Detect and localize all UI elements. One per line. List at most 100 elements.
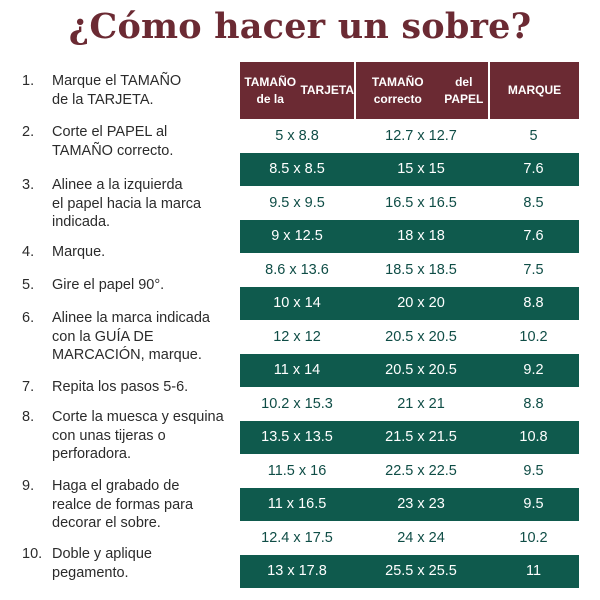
table-row: 8.6 x 13.6 18.5 x 18.5 7.5 — [240, 253, 579, 287]
step-text-line: Alinee la marca indicada — [52, 310, 210, 326]
step-text: Repita los pasos 5-6. — [52, 378, 227, 397]
cell-card-size: 5 x 8.8 — [275, 127, 319, 144]
cell-paper-size: 25.5 x 25.5 — [385, 563, 457, 580]
cell-paper-size: 21.5 x 21.5 — [385, 429, 457, 446]
cell-card-size: 12 x 12 — [273, 328, 321, 345]
cell-mark: 9.5 — [523, 462, 544, 479]
cell-mark: 8.5 — [523, 194, 544, 211]
step-text-line: Gire el papel 90°. — [52, 277, 165, 293]
table-row: 12.4 x 17.5 24 x 24 10.2 — [240, 521, 579, 555]
table-row: 11 x 14 20.5 x 20.5 9.2 — [240, 353, 579, 387]
header-line: TAMAÑO de la — [244, 74, 297, 106]
cell-card-size: 9.5 x 9.5 — [269, 194, 325, 211]
step-number: 4. — [22, 244, 35, 260]
cell-card-size: 13 x 17.8 — [267, 563, 327, 580]
step-text-line: Doble y aplique — [52, 546, 152, 562]
cell-mark: 8.8 — [523, 295, 544, 312]
header-card-size: TAMAÑO de la TARJETA — [240, 62, 354, 119]
cell-paper-size: 16.5 x 16.5 — [385, 194, 457, 211]
cell-card-size: 10.2 x 15.3 — [261, 395, 333, 412]
cell-card-size: 11 x 16.5 — [267, 496, 327, 513]
step-text-line: Corte el PAPEL al — [52, 124, 168, 140]
cell-paper-size: 20.5 x 20.5 — [385, 362, 457, 379]
step-text-line: con unas tijeras o — [52, 427, 166, 444]
table-row: 13 x 17.8 25.5 x 25.5 11 — [240, 554, 579, 588]
step-text-line: realce de formas para — [52, 496, 194, 513]
page-title: ¿Cómo hacer un sobre? — [68, 6, 532, 47]
size-table: TAMAÑO de la TARJETA TAMAÑO correcto del P… — [240, 62, 579, 588]
cell-paper-size: 20 x 20 — [397, 295, 445, 312]
step-text-line: con la GUÍA DE — [52, 328, 154, 345]
cell-paper-size: 22.5 x 22.5 — [385, 462, 457, 479]
table-row: 12 x 12 20.5 x 20.5 10.2 — [240, 320, 579, 354]
cell-paper-size: 18.5 x 18.5 — [385, 261, 457, 278]
cell-mark: 7.6 — [523, 228, 544, 245]
cell-card-size: 10 x 14 — [273, 295, 321, 312]
header-paper-size: TAMAÑO correcto del PAPEL — [354, 62, 488, 119]
header-line: MARQUE — [507, 83, 562, 97]
step-number: 7. — [22, 379, 35, 395]
step-item: 5. Gire el papel 90°. — [22, 276, 227, 295]
cell-card-size: 11.5 x 16 — [267, 462, 327, 479]
step-item: 1. Marque el TAMAÑO de la TARJETA. — [22, 72, 227, 109]
table-row: 11.5 x 16 22.5 x 22.5 9.5 — [240, 454, 579, 488]
step-text-line: Marque el TAMAÑO — [52, 73, 182, 89]
table-header: TAMAÑO de la TARJETA TAMAÑO correcto del P… — [240, 62, 579, 119]
cell-card-size: 13.5 x 13.5 — [261, 429, 333, 446]
step-number: 6. — [22, 310, 35, 326]
cell-card-size: 11 x 14 — [273, 362, 321, 379]
header-mark: MARQUE — [488, 62, 579, 119]
cell-mark: 9.2 — [523, 362, 544, 379]
step-item: 4. Marque. — [22, 243, 227, 262]
step-text: Marque. — [52, 243, 227, 262]
step-item: 3. Alinee a la izquierda el papel hacia la… — [22, 176, 227, 232]
cell-mark: 5 — [529, 127, 538, 144]
step-number: 8. — [22, 409, 35, 425]
table-row: 8.5 x 8.5 15 x 15 7.6 — [240, 152, 579, 186]
cell-card-size: 8.5 x 8.5 — [269, 161, 325, 178]
cell-paper-size: 20.5 x 20.5 — [385, 328, 457, 345]
step-text-line: indicada. — [52, 214, 111, 230]
cell-card-size: 8.6 x 13.6 — [265, 261, 329, 278]
step-text: Marque el TAMAÑO de la TARJETA. — [52, 72, 227, 109]
step-text-line: el papel hacia la marca — [52, 195, 202, 212]
cell-mark: 10.2 — [519, 328, 548, 345]
step-text: Alinee la marca indicada con la GUÍA DE MA… — [52, 309, 227, 365]
step-text-line: Alinee a la izquierda — [52, 177, 183, 193]
step-text-line: Repita los pasos 5-6. — [52, 379, 189, 395]
step-number: 1. — [22, 73, 35, 89]
step-text: Corte la muesca y esquina con unas tijera… — [52, 408, 227, 464]
header-line: TAMAÑO correcto — [371, 74, 424, 106]
step-item: 7. Repita los pasos 5-6. — [22, 378, 227, 397]
table-row: 11 x 16.5 23 x 23 9.5 — [240, 487, 579, 521]
step-item: 2. Corte el PAPEL al TAMAÑO correcto. — [22, 123, 227, 160]
step-number: 2. — [22, 124, 35, 140]
cell-mark: 7.6 — [523, 161, 544, 178]
cell-paper-size: 24 x 24 — [397, 529, 445, 546]
cell-card-size: 9 x 12.5 — [271, 228, 323, 245]
step-number: 3. — [22, 177, 35, 193]
cell-mark: 8.8 — [523, 395, 544, 412]
table-row: 9 x 12.5 18 x 18 7.6 — [240, 219, 579, 253]
step-text-line: decorar el sobre. — [52, 515, 161, 531]
cell-paper-size: 21 x 21 — [397, 395, 445, 412]
step-text: Gire el papel 90°. — [52, 276, 227, 295]
cell-paper-size: 23 x 23 — [397, 496, 445, 513]
header-line: del PAPEL — [444, 74, 484, 106]
step-text-line: Marque. — [52, 244, 106, 260]
step-text-line: de la TARJETA. — [52, 91, 154, 108]
step-text: Corte el PAPEL al TAMAÑO correcto. — [52, 123, 227, 160]
step-text: Haga el grabado de realce de formas para d… — [52, 477, 227, 533]
step-text: Alinee a la izquierda el papel hacia la m… — [52, 176, 227, 232]
table-row: 10.2 x 15.3 21 x 21 8.8 — [240, 387, 579, 421]
step-text-line: pegamento. — [52, 564, 129, 581]
cell-paper-size: 15 x 15 — [397, 161, 445, 178]
cell-card-size: 12.4 x 17.5 — [261, 529, 333, 546]
table-row: 10 x 14 20 x 20 8.8 — [240, 286, 579, 320]
cell-mark: 7.5 — [523, 261, 544, 278]
step-text-line: Corte la muesca y esquina — [52, 409, 224, 425]
step-item: 8. Corte la muesca y esquina con unas tije… — [22, 408, 227, 464]
header-line: TARJETA — [300, 83, 354, 97]
table-row: 13.5 x 13.5 21.5 x 21.5 10.8 — [240, 420, 579, 454]
step-number: 5. — [22, 277, 35, 293]
